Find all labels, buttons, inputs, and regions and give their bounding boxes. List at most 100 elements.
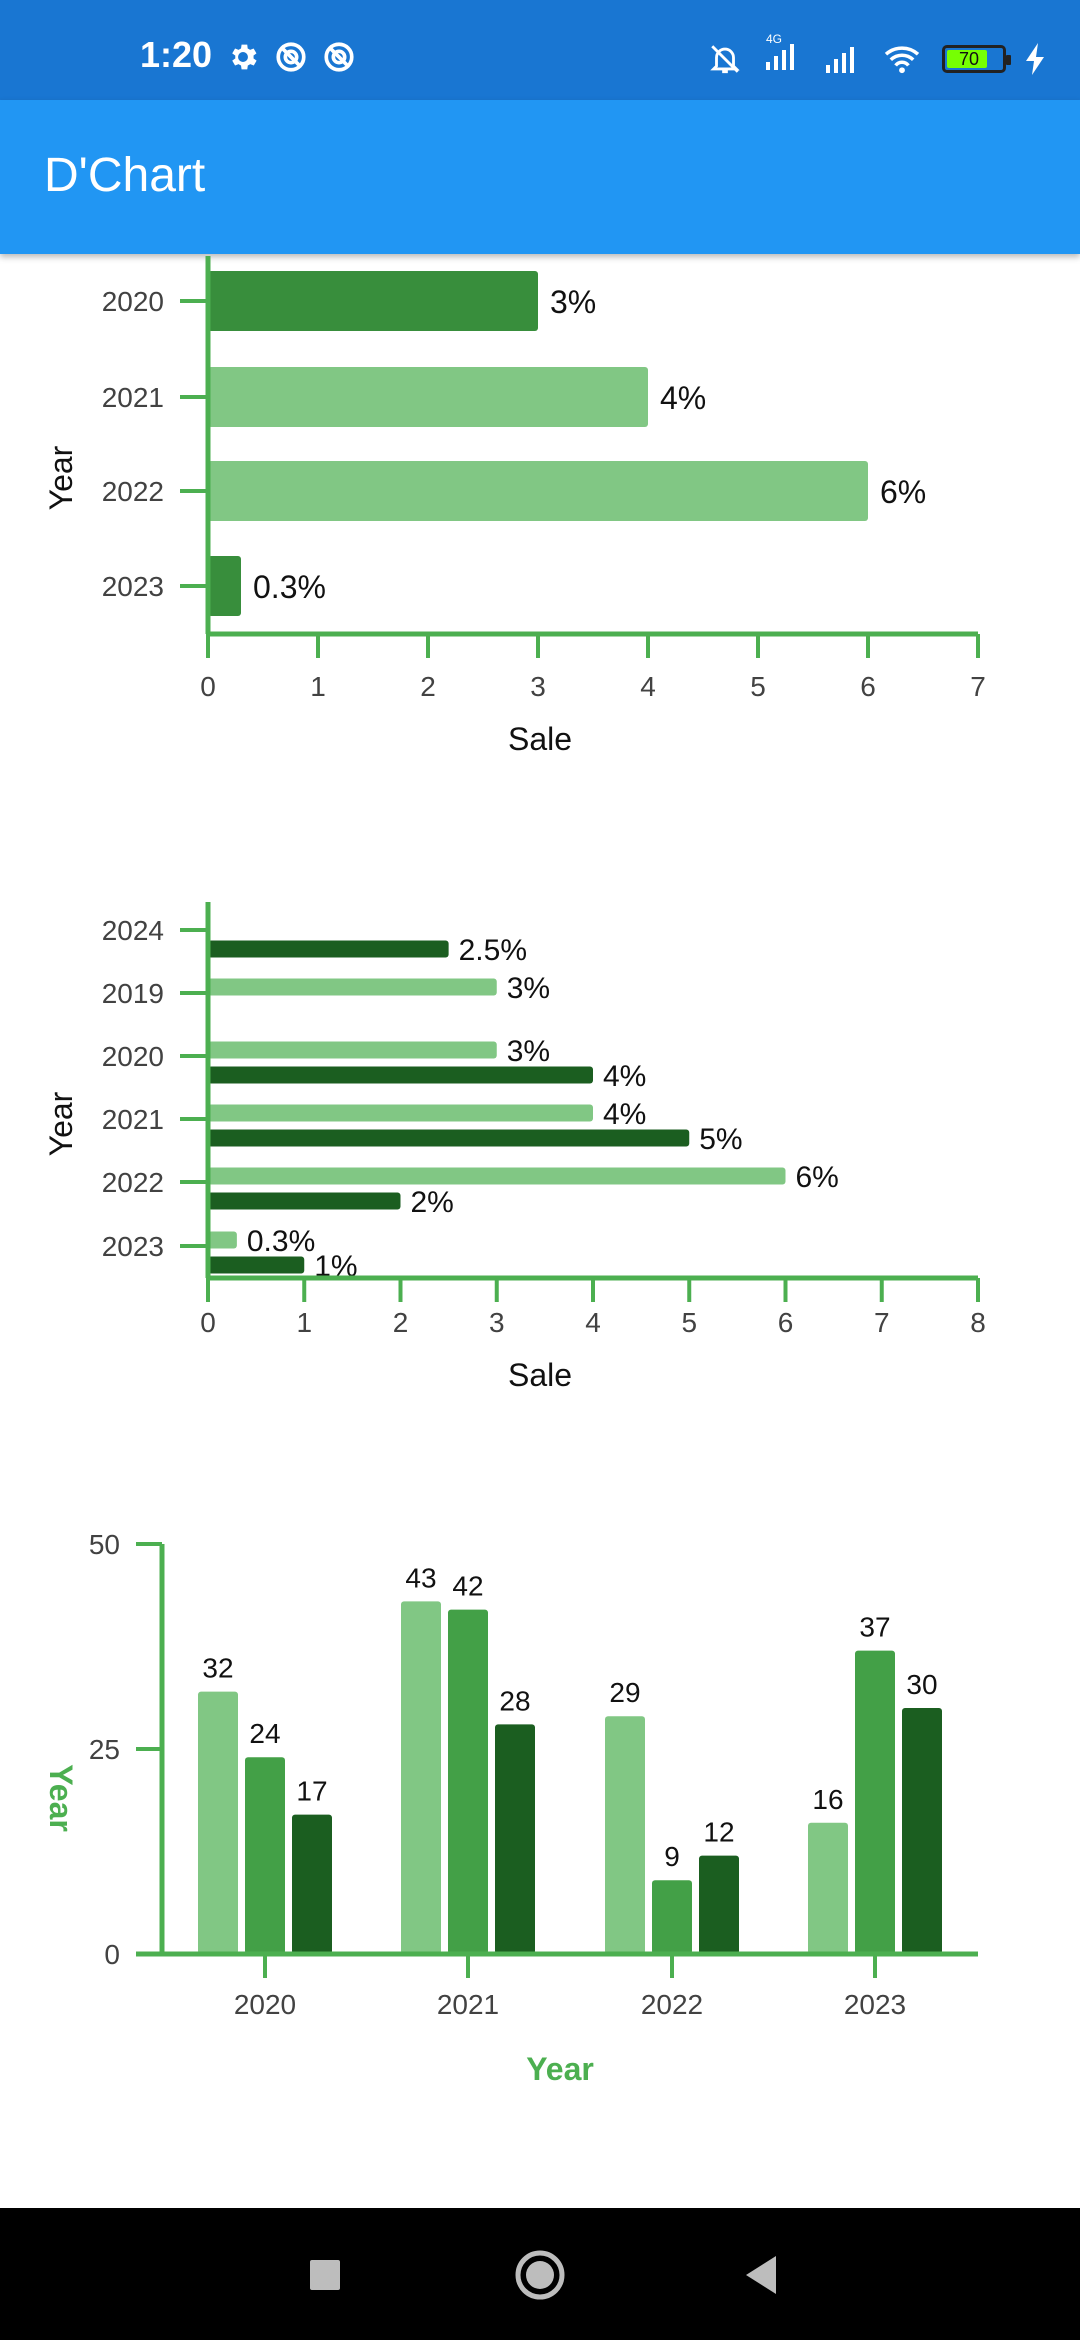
y-tick-label: 25 [89, 1734, 120, 1765]
data-label: 29 [609, 1677, 640, 1708]
app-title: D'Chart [44, 149, 206, 202]
x-tick-label: 0 [200, 1307, 216, 1338]
home-button[interactable] [508, 2242, 572, 2311]
data-label: 24 [249, 1718, 280, 1749]
data-label: 43 [405, 1562, 436, 1593]
y-tick-label: 2020 [102, 286, 164, 317]
back-triangle-icon [746, 2256, 776, 2294]
bar [245, 1757, 285, 1954]
bar [208, 1167, 786, 1185]
data-label: 32 [202, 1653, 233, 1684]
bar [605, 1716, 645, 1954]
x-tick-label: 6 [860, 671, 876, 702]
signal-icon [826, 46, 854, 73]
data-label: 17 [296, 1776, 327, 1807]
status-bar: 1:20 4G [0, 0, 1080, 100]
y-tick-label: 50 [89, 1529, 120, 1560]
bar [652, 1880, 692, 1954]
y-axis-title: Year [43, 1764, 79, 1832]
y-tick-label: 0 [104, 1939, 120, 1970]
signal-icon [766, 44, 794, 70]
bar [495, 1724, 535, 1954]
x-tick-label: 6 [778, 1307, 794, 1338]
data-label: 12 [703, 1817, 734, 1848]
square-icon [310, 2260, 340, 2290]
x-tick-label: 2023 [844, 1989, 906, 2020]
x-tick-label: 8 [970, 1307, 986, 1338]
data-label: 9 [664, 1841, 680, 1872]
x-tick-label: 2020 [234, 1989, 296, 2020]
y-axis-title: Year [43, 445, 79, 510]
data-label: 2.5% [459, 934, 527, 967]
x-tick-label: 7 [874, 1307, 890, 1338]
bar [448, 1609, 488, 1954]
network-type-label: 4G [766, 32, 783, 46]
data-label: 0.3% [247, 1225, 315, 1258]
y-tick-label: 2022 [102, 476, 164, 507]
bar [902, 1708, 942, 1954]
y-tick-label: 2023 [102, 571, 164, 602]
data-label: 42 [452, 1571, 483, 1602]
back-button[interactable] [734, 2242, 790, 2311]
data-label: 4% [660, 380, 706, 416]
y-tick-label: 2021 [102, 1104, 164, 1135]
y-tick-label: 2021 [102, 382, 164, 413]
sync-icon [324, 42, 354, 72]
bar [855, 1650, 895, 1954]
x-tick-label: 3 [530, 671, 546, 702]
x-tick-label: 1 [310, 671, 326, 702]
data-label: 5% [699, 1123, 742, 1156]
bar [208, 1231, 237, 1249]
gear-icon [232, 44, 257, 70]
x-tick-label: 2022 [641, 1989, 703, 2020]
bar [208, 1041, 497, 1059]
bar [401, 1601, 441, 1954]
bar [208, 271, 538, 331]
bar [292, 1814, 332, 1954]
data-label: 6% [796, 1161, 839, 1194]
recents-button[interactable] [296, 2242, 352, 2311]
x-axis-title: Sale [508, 721, 572, 757]
data-label: 4% [603, 1098, 646, 1131]
bar [808, 1822, 848, 1954]
x-tick-label: 4 [585, 1307, 601, 1338]
x-tick-label: 1 [296, 1307, 312, 1338]
bar [198, 1691, 238, 1954]
x-axis-title: Year [526, 2051, 594, 2087]
data-label: 3% [550, 284, 596, 320]
chart-1-horizontal-bar: 2020 3% 2021 4% 2022 6% 2023 0.3% 0 1 2 3 4 5 6 7 Sale Ye… [43, 256, 986, 757]
charging-icon [1026, 42, 1044, 75]
data-label: 3% [507, 1035, 550, 1068]
x-tick-label: 5 [750, 671, 766, 702]
sync-icon [276, 42, 306, 72]
x-tick-label: 2 [420, 671, 436, 702]
x-tick-label: 5 [681, 1307, 697, 1338]
y-tick-label: 2019 [102, 978, 164, 1009]
bar [208, 1066, 593, 1084]
y-tick-label: 2020 [102, 1041, 164, 1072]
bar [208, 556, 241, 616]
y-tick-label: 2022 [102, 1167, 164, 1198]
data-label: 28 [499, 1685, 530, 1716]
x-tick-label: 4 [640, 671, 656, 702]
chart-3-grouped-vertical-bar: 32 24 17 2020 43 42 28 2021 29 9 12 2022 16 37 30 2023 0… [43, 1529, 978, 2087]
x-tick-label: 0 [200, 671, 216, 702]
x-tick-label: 3 [489, 1307, 505, 1338]
bar [208, 1129, 690, 1147]
data-label: 3% [507, 972, 550, 1005]
y-tick-label: 2024 [102, 915, 164, 946]
x-tick-label: 7 [970, 671, 986, 702]
x-tick-label: 2 [393, 1307, 409, 1338]
x-axis-title: Sale [508, 1357, 572, 1393]
wifi-icon [884, 45, 920, 73]
battery-icon: 70 [942, 44, 1011, 73]
y-axis-title: Year [43, 1091, 79, 1156]
status-time: 1:20 [140, 34, 213, 75]
data-label: 4% [603, 1060, 646, 1093]
circle-home-icon [515, 2250, 565, 2300]
bar [208, 461, 868, 521]
bell-off-icon [710, 44, 740, 73]
bar [208, 1192, 401, 1210]
app-bar: D'Chart [0, 100, 1080, 254]
